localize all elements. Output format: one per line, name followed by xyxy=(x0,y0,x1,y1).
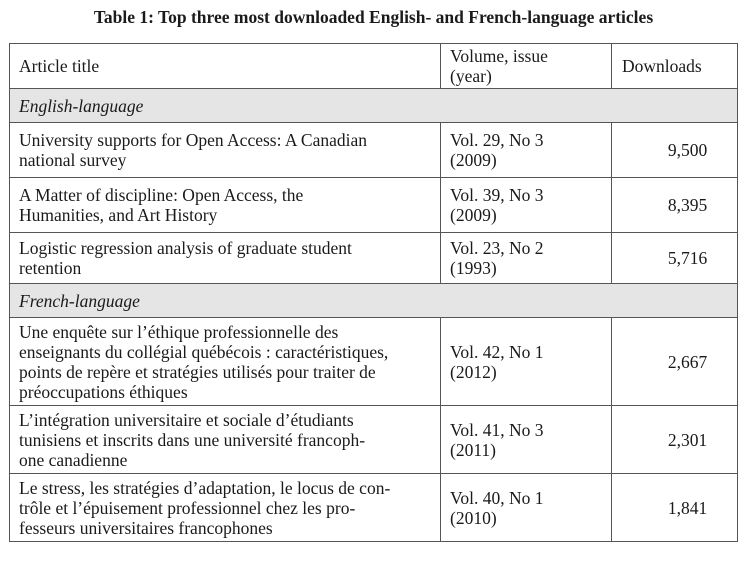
header-volume-line1: Volume, issue xyxy=(450,46,548,66)
title-line: trôle et l’épuisement professionnel chez… xyxy=(19,497,356,518)
downloads-cell: 9,500 xyxy=(611,122,738,178)
table-row: Le stress, les stratégies d’adaptation, … xyxy=(9,473,738,542)
article-title-cell: University supports for Open Access: A C… xyxy=(9,122,441,178)
title-line: one canadienne xyxy=(19,449,128,470)
article-title-cell: Le stress, les stratégies d’adaptation, … xyxy=(9,473,441,542)
year: (2009) xyxy=(450,205,497,225)
header-volume-issue: Volume, issue (year) xyxy=(440,43,612,89)
year: (2011) xyxy=(450,439,497,460)
group-row-english: English-language xyxy=(9,88,738,123)
volume-issue-cell: Vol. 40, No 1 (2010) xyxy=(440,473,612,542)
volume-issue: Vol. 23, No 2 xyxy=(450,238,544,258)
title-line: enseignants du collégial québécois : car… xyxy=(19,341,389,362)
year: (1993) xyxy=(450,258,497,278)
title-line: Logistic regression analysis of graduate… xyxy=(19,238,352,258)
table-row: University supports for Open Access: A C… xyxy=(9,122,738,178)
group-row-french: French-language xyxy=(9,283,738,318)
article-title-cell: Logistic regression analysis of graduate… xyxy=(9,232,441,284)
header-row: Article title Volume, issue (year) Downl… xyxy=(9,43,738,89)
group-label-french: French-language xyxy=(9,283,738,318)
title-line: préoccupations éthiques xyxy=(19,381,188,402)
title-line: A Matter of discipline: Open Access, the xyxy=(19,185,304,205)
article-title-cell: A Matter of discipline: Open Access, the… xyxy=(9,177,441,233)
volume-issue-cell: Vol. 41, No 3 (2011) xyxy=(440,405,612,474)
downloads-cell: 8,395 xyxy=(611,177,738,233)
table-row: Logistic regression analysis of graduate… xyxy=(9,232,738,284)
group-label-english: English-language xyxy=(9,88,738,123)
year: (2012) xyxy=(450,361,497,382)
title-line: Le stress, les stratégies d’adaptation, … xyxy=(19,477,391,498)
volume-issue: Vol. 29, No 3 xyxy=(450,130,544,150)
volume-issue: Vol. 39, No 3 xyxy=(450,185,544,205)
volume-issue-cell: Vol. 23, No 2 (1993) xyxy=(440,232,612,284)
title-line: retention xyxy=(19,258,82,278)
header-volume-line2: (year) xyxy=(450,66,492,86)
volume-issue: Vol. 40, No 1 xyxy=(450,487,544,508)
table-row: L’intégration universitaire et sociale d… xyxy=(9,405,738,474)
table-row: Une enquête sur l’éthique professionnell… xyxy=(9,317,738,406)
article-title-cell: Une enquête sur l’éthique professionnell… xyxy=(9,317,441,406)
downloads-cell: 5,716 xyxy=(611,232,738,284)
year: (2010) xyxy=(450,507,497,528)
title-line: national survey xyxy=(19,150,127,170)
downloads-cell: 2,667 xyxy=(611,317,738,406)
downloads-cell: 1,841 xyxy=(611,473,738,542)
title-line: L’intégration universitaire et sociale d… xyxy=(19,409,354,430)
downloads-table: Article title Volume, issue (year) Downl… xyxy=(9,43,738,542)
article-title-cell: L’intégration universitaire et sociale d… xyxy=(9,405,441,474)
title-line: Humanities, and Art History xyxy=(19,205,218,225)
volume-issue: Vol. 41, No 3 xyxy=(450,419,544,440)
downloads-cell: 2,301 xyxy=(611,405,738,474)
volume-issue-cell: Vol. 29, No 3 (2009) xyxy=(440,122,612,178)
volume-issue-cell: Vol. 39, No 3 (2009) xyxy=(440,177,612,233)
title-line: Une enquête sur l’éthique professionnell… xyxy=(19,321,339,342)
title-line: fesseurs universitaires francophones xyxy=(19,517,273,538)
volume-issue-cell: Vol. 42, No 1 (2012) xyxy=(440,317,612,406)
table-row: A Matter of discipline: Open Access, the… xyxy=(9,177,738,233)
title-line: points de repère et stratégies utilisés … xyxy=(19,361,376,382)
title-line: tunisiens et inscrits dans une universit… xyxy=(19,429,366,450)
header-article-title: Article title xyxy=(9,43,441,89)
header-downloads: Downloads xyxy=(611,43,738,89)
table-caption: Table 1: Top three most downloaded Engli… xyxy=(93,7,654,27)
title-line: University supports for Open Access: A C… xyxy=(19,130,368,150)
year: (2009) xyxy=(450,150,497,170)
volume-issue: Vol. 42, No 1 xyxy=(450,341,544,362)
